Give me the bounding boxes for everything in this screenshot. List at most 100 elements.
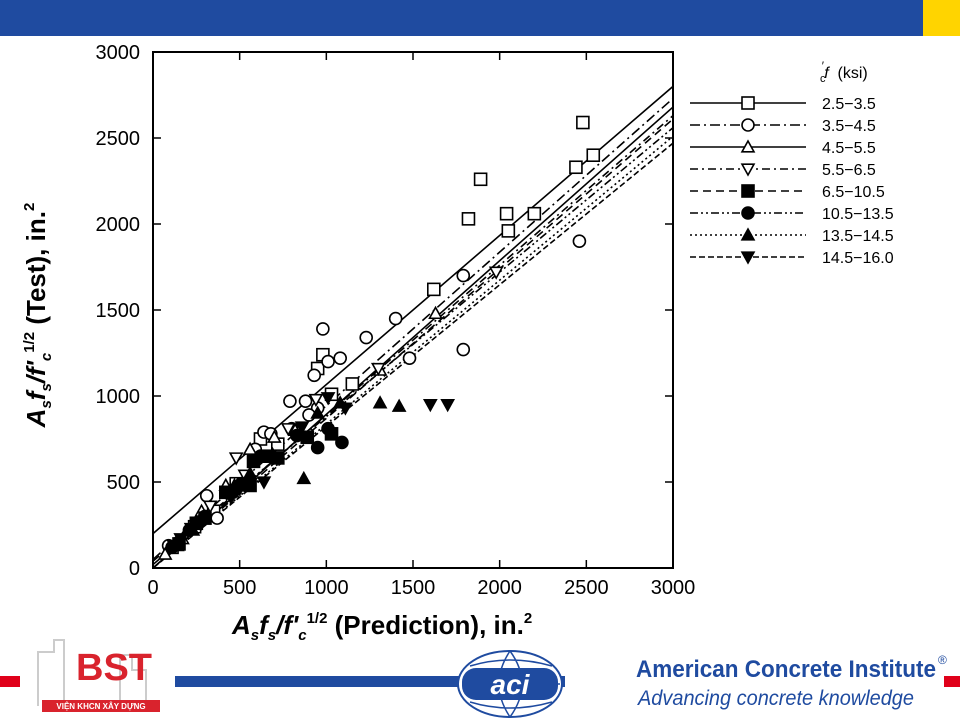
y-tick-label: 2000 (96, 214, 141, 236)
y-tick-label: 1500 (96, 300, 141, 322)
data-point (296, 470, 312, 485)
data-point (388, 311, 403, 326)
data-point (223, 491, 239, 506)
data-point (440, 398, 456, 413)
data-point (488, 266, 504, 280)
data-point (310, 405, 326, 419)
data-point (569, 160, 583, 175)
x-tick-label: 500 (223, 577, 256, 599)
legend-marker (741, 96, 755, 110)
legend-label: 2.5−3.5 (822, 96, 876, 113)
data-point (310, 440, 325, 455)
legend: f′ c (ksi) 2.5−3.5 3.5−4.5 4.5−5.5 5.5−6.5 6.5… (690, 59, 894, 267)
data-point (333, 351, 348, 365)
tagline: Advancing concrete knowledge (636, 687, 914, 710)
x-tick-label: 0 (147, 577, 158, 599)
data-point (265, 446, 280, 461)
data-point (185, 522, 201, 536)
data-point (527, 206, 542, 221)
top-banner-accent (923, 0, 960, 36)
legend-marker (741, 118, 755, 132)
x-tick-label: 1000 (304, 577, 349, 599)
legend-label: 4.5−5.5 (822, 140, 876, 157)
data-point (456, 342, 471, 357)
legend-marker (740, 163, 756, 177)
data-point (572, 234, 587, 248)
legend-marker (740, 251, 756, 265)
legend-label: 6.5−10.5 (822, 184, 885, 201)
y-tick-label: 0 (129, 558, 140, 580)
data-point (283, 394, 297, 408)
data-point (173, 533, 189, 547)
data-point (456, 268, 471, 283)
data-point (199, 488, 214, 503)
top-banner (0, 0, 960, 36)
y-tick-label: 1000 (96, 386, 141, 408)
legend-label: 3.5−4.5 (822, 118, 876, 135)
data-point (298, 394, 313, 408)
x-axis-label: Asfs/f'c1/2 (Prediction), in.2 (232, 610, 533, 644)
data-point (359, 330, 374, 345)
aci-logo: aci (457, 650, 563, 718)
legend-label: 5.5−6.5 (822, 162, 876, 179)
data-point (202, 500, 218, 514)
legend-marker (740, 227, 756, 241)
data-point (228, 452, 244, 466)
data-point (428, 305, 443, 320)
registered-mark: ® (938, 653, 947, 667)
data-point (256, 476, 272, 490)
aci-logo-mark: aci (491, 669, 531, 700)
data-point (576, 115, 590, 130)
data-point (391, 398, 407, 412)
legend-marker (740, 139, 756, 153)
y-tick-label: 500 (107, 472, 140, 494)
data-point (345, 377, 360, 391)
org-name: American Concrete Institute (636, 656, 936, 683)
y-tick-label: 3000 (96, 42, 141, 64)
data-point (426, 282, 441, 297)
data-point (461, 212, 476, 226)
legend-marker (741, 206, 755, 220)
legend-title: f′ c (ksi) (820, 59, 868, 85)
data-point (473, 172, 488, 187)
data-point (321, 421, 335, 436)
data-point (338, 402, 353, 416)
left-logo-caption: VIỆN KHCN XÂY DỰNG (56, 702, 145, 711)
left-logo-mark: BST (76, 647, 152, 689)
data-point (321, 354, 335, 369)
data-point (242, 441, 258, 455)
data-point (335, 435, 349, 450)
data-point (253, 449, 268, 464)
x-tick-label: 3000 (651, 577, 696, 599)
data-point (370, 362, 386, 377)
data-point (294, 421, 310, 435)
footer-bar-red-right (944, 676, 960, 687)
y-axis-ticks: 0 500 1000 1500 2000 2500 3000 (96, 42, 673, 580)
data-point (280, 423, 296, 437)
data-point (210, 511, 224, 525)
x-tick-label: 2000 (477, 577, 522, 599)
footer-bar-red-left (0, 676, 20, 687)
legend-label: 14.5−16.0 (822, 250, 894, 267)
data-point (307, 368, 322, 383)
data-point (232, 483, 248, 497)
data-point (402, 351, 417, 365)
legend-label: 13.5−14.5 (822, 228, 894, 245)
data-point (499, 206, 514, 221)
data-point (320, 392, 336, 406)
data-point (242, 465, 258, 480)
x-tick-label: 2500 (564, 577, 609, 599)
data-point (372, 395, 388, 409)
data-point (194, 517, 209, 531)
legend-marker (741, 184, 755, 198)
data-point (316, 322, 330, 336)
data-point (266, 429, 282, 443)
x-tick-label: 1500 (391, 577, 436, 599)
data-points (157, 115, 601, 560)
y-tick-label: 2500 (96, 128, 141, 150)
data-point (308, 393, 324, 408)
footer-bar-blue (175, 676, 565, 687)
y-axis-label: Asfs/f'c1/2 (Test), in.2 (21, 202, 55, 428)
legend-label: 10.5−13.5 (822, 206, 894, 223)
